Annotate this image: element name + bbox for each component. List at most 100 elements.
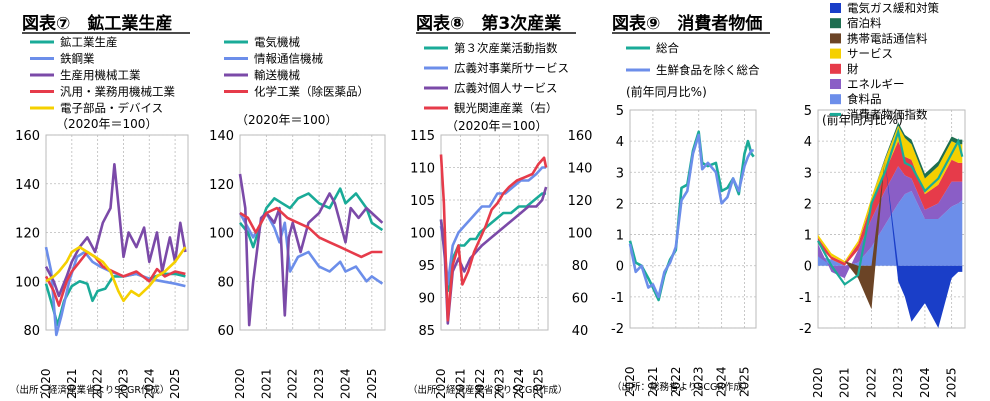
c8-ytick: 85 <box>418 324 435 339</box>
c7b-series-3 <box>239 206 383 259</box>
c9a-xtick: 2021 <box>646 366 660 397</box>
c9a-ytick: -1 <box>611 291 624 306</box>
c7a-ytick: 140 <box>15 178 40 193</box>
c9b-ytick: -1 <box>799 291 812 306</box>
c7a-legend-label: 汎用・業務用機械工業 <box>60 85 175 99</box>
c7a-chart: 80 100 120 140 160 2020 2021 2022 2023 2024 2025 （2… <box>15 35 189 399</box>
c9a-xtick: 2023 <box>692 366 706 397</box>
c9a-ytick: 2 <box>616 197 624 212</box>
c8-y2tick: 140 <box>568 162 593 177</box>
c9b-legend-swatch <box>830 3 841 13</box>
c7a-xtick: 2021 <box>65 368 79 399</box>
c8-series-3 <box>439 154 548 322</box>
c9b-line <box>817 127 964 286</box>
c9b-area-0 <box>818 158 963 328</box>
c7b-xtick: 2023 <box>312 368 326 399</box>
c7a-ytick: 160 <box>15 129 40 144</box>
c8-legend-label: 広義対個人サービス <box>454 81 558 95</box>
c8-y2tick: 60 <box>572 292 589 307</box>
p9-source: （出所：総務省よりSCGR作成） <box>612 381 752 393</box>
c7a-unit: （2020年＝100） <box>56 117 157 131</box>
c9b-chart: -2 -1 0 1 2 3 4 5 2020 2021 2022 2023 2024 2025 (前年同月比… <box>799 1 966 398</box>
c9a-ytick: 4 <box>616 135 624 150</box>
c9b-ytick: 4 <box>804 135 812 150</box>
c7b-legend-label: 電気機械 <box>254 35 300 49</box>
c8-xtick: 2025 <box>531 368 545 399</box>
c9b-xtick: 2024 <box>918 367 932 398</box>
p9-title: 図表⑨ 消費者物価 <box>612 13 762 34</box>
p8-title: 図表⑧ 第3次産業 <box>416 13 561 34</box>
c8-y2tick: 100 <box>568 227 593 242</box>
c9b-ytick: 3 <box>804 166 812 181</box>
c9b-ytick: 0 <box>804 260 812 275</box>
c9b-area-6 <box>818 191 963 266</box>
c9b-legend-label: 財 <box>847 62 859 76</box>
c7a-series-4 <box>45 245 187 303</box>
c9b-legend-label: 電気ガス緩和対策 <box>847 1 939 15</box>
c9a-ytick: 0 <box>616 260 624 275</box>
c9b-legend-label: 食料品 <box>847 92 882 106</box>
c7a-ytick: 80 <box>23 324 40 339</box>
c9b-legend-label: サービス <box>847 47 893 61</box>
c7b-ytick: 60 <box>217 324 234 339</box>
c8-xtick: 2021 <box>453 368 467 399</box>
c7b-xtick: 2022 <box>286 368 300 399</box>
c9b-area-4 <box>818 141 963 266</box>
c9b-ytick: 5 <box>804 104 812 119</box>
c8-xtick: 2022 <box>473 368 487 399</box>
c8-y2tick: 120 <box>568 194 593 209</box>
c9b-legend-swatch <box>830 48 841 59</box>
c7b-ytick: 80 <box>217 275 234 290</box>
c8-legend-label: 観光関連産業（右） <box>454 101 558 115</box>
c7a-xtick: 2020 <box>39 368 53 399</box>
c9a-xtick: 2022 <box>669 366 683 397</box>
p8-source: （出所：経済産業省よりSCGR作成） <box>408 384 567 396</box>
c7b-legend-label: 化学工業（除医薬品） <box>254 85 369 99</box>
c8-y2tick: 40 <box>572 324 589 339</box>
c7b-xtick: 2021 <box>259 368 273 399</box>
c8-chart: 85 90 95 100 105 110 115 40 60 80 100 120 140 160 2020… <box>410 41 592 399</box>
c9b-legend-swatch <box>830 63 841 74</box>
c9b-xtick: 2025 <box>945 367 959 398</box>
c7a-legend-label: 鉱工業生産 <box>60 35 118 49</box>
c9b-xtick: 2022 <box>864 367 878 398</box>
c9b-xtick: 2023 <box>891 367 905 398</box>
c9b-xtick: 2020 <box>811 367 825 398</box>
c9b-legend-label: 宿泊料 <box>847 16 882 30</box>
c7a-legend-label: 鉄鋼業 <box>60 52 95 66</box>
c7b-legend-label: 情報通信機械 <box>254 52 323 66</box>
c9b-ytick: -2 <box>799 322 812 337</box>
c8-ytick: 110 <box>410 162 435 177</box>
c9a-chart: -2 -1 0 1 2 3 4 5 2020 2021 2022 2023 2024 2025 (前年同月比… <box>611 41 760 397</box>
c7b-series-2 <box>238 173 384 327</box>
c7a-ytick: 120 <box>15 227 40 242</box>
c8-xtick: 2023 <box>492 368 506 399</box>
c7a-xtick: 2022 <box>91 368 105 399</box>
c8-xtick: 2020 <box>434 368 448 399</box>
c7b-xtick: 2020 <box>233 368 247 399</box>
c9a-legend-label: 総合 <box>656 41 679 55</box>
p7-source: （出所：経済産業省よりSCGR作成） <box>10 384 169 396</box>
c8-y2tick: 160 <box>568 129 593 144</box>
c8-ytick: 95 <box>418 259 435 274</box>
c7b-ytick: 140 <box>209 129 234 144</box>
c9b-legend-label: 携帯電話通信料 <box>847 31 928 45</box>
c8-series-1 <box>439 166 547 286</box>
c7b-xtick: 2024 <box>338 368 352 399</box>
c9b-ytick: 2 <box>804 197 812 212</box>
c9a-legend-label: 生鮮食品を除く総合 <box>656 63 760 77</box>
c9b-ytick: 1 <box>804 229 812 244</box>
c9a-xtick: 2024 <box>715 366 729 397</box>
c9a-plot-frame <box>629 109 757 329</box>
c8-legend-label: 広義対事業所サービス <box>454 61 569 75</box>
c9b-unit: (前年同月比%) <box>822 112 903 127</box>
c8-legend-label: 第３次産業活動指数 <box>454 41 558 55</box>
c8-unit: （2020年＝100） <box>446 119 547 133</box>
c8-ytick: 105 <box>410 194 435 209</box>
c7a-legend-label: 生産用機械工業 <box>60 68 141 82</box>
c7b-xtick: 2025 <box>365 368 379 399</box>
c9a-ytick: -2 <box>611 322 624 337</box>
c9b-legend-swatch <box>830 33 841 44</box>
c9a-ytick: 5 <box>616 104 624 119</box>
c7a-series-3 <box>44 250 186 307</box>
